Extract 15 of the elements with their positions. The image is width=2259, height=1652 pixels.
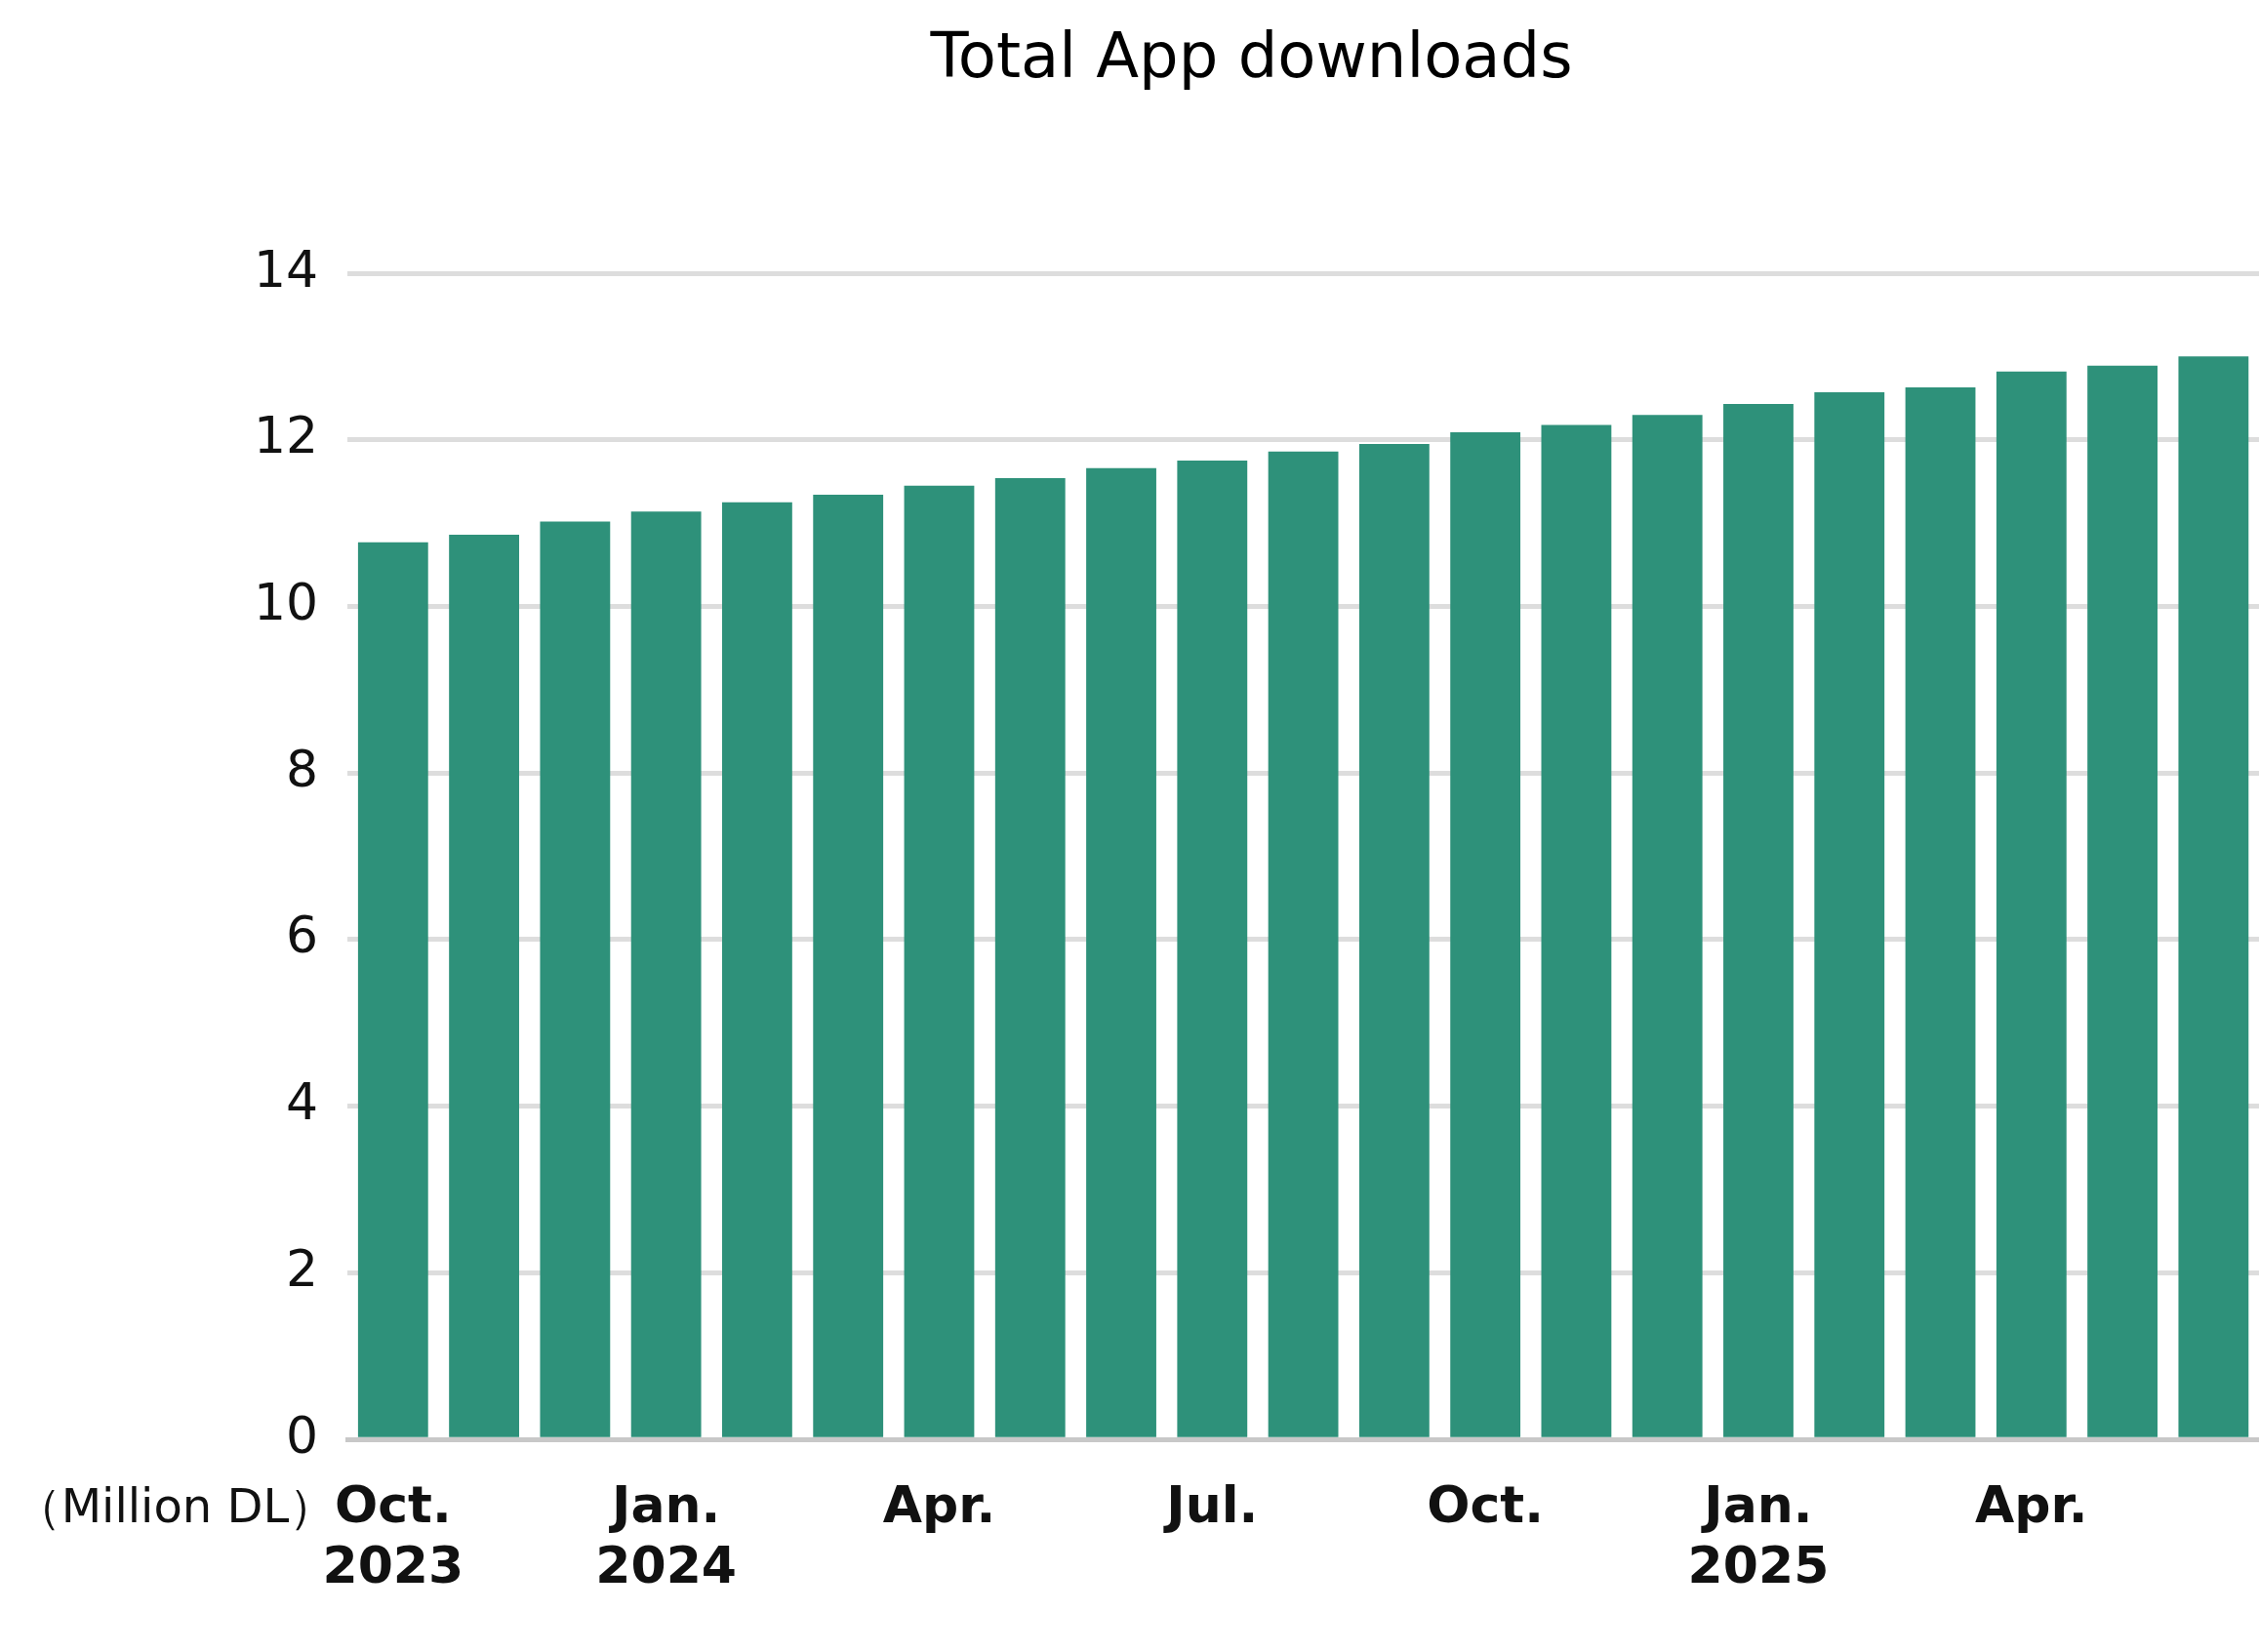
- x-tick-label: Jan. 2024: [595, 1474, 738, 1595]
- chart-title: Total App downloads: [929, 20, 1574, 94]
- x-tick-label: Jan. 2025: [1687, 1474, 1830, 1595]
- x-tick-label: Apr.: [1975, 1474, 2088, 1534]
- x-tick-label: Apr.: [882, 1474, 996, 1534]
- y-tick-label: 6: [286, 906, 319, 965]
- y-tick-label: 14: [254, 239, 319, 299]
- y-tick-label: 10: [254, 573, 319, 631]
- x-tick-label: Jul.: [1163, 1474, 1259, 1534]
- y-tick-label: 2: [286, 1238, 319, 1298]
- y-tick-label: 8: [286, 739, 319, 798]
- y-tick-label: 0: [286, 1405, 319, 1465]
- y-tick-label: 4: [286, 1072, 319, 1132]
- y-tick-label: 12: [254, 406, 319, 465]
- x-tick-label: Oct.: [1427, 1474, 1544, 1534]
